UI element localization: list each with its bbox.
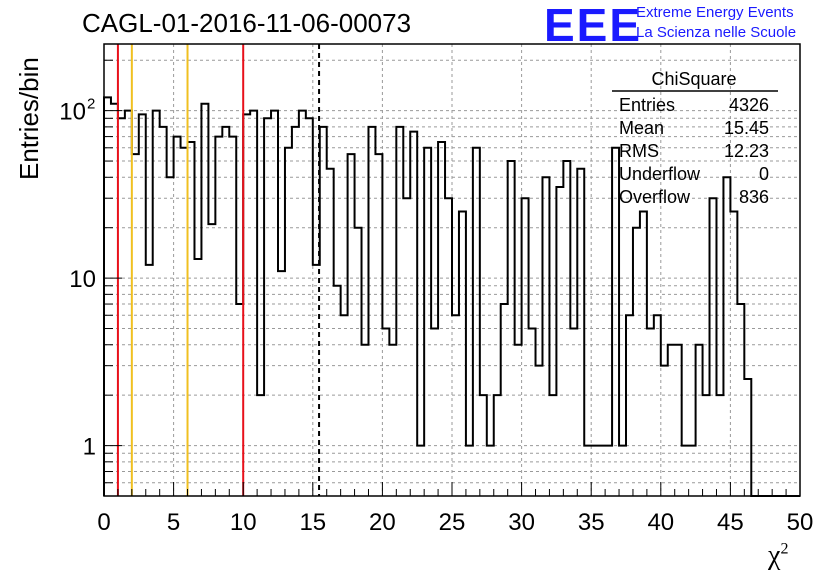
y-tick-label-exponent: 2 bbox=[87, 96, 95, 113]
x-tick-label: 50 bbox=[787, 509, 814, 536]
y-tick-label: 10 bbox=[59, 99, 86, 126]
logo-line-2: La Scienza nelle Scuole bbox=[636, 24, 797, 41]
x-tick-label: 30 bbox=[508, 509, 535, 536]
stats-row-label: Entries bbox=[619, 95, 675, 115]
x-tick-label: 10 bbox=[230, 509, 257, 536]
stats-row-value: 12.23 bbox=[724, 141, 769, 161]
y-axis-label: Entries/bin bbox=[14, 57, 44, 180]
y-tick-label: 10 bbox=[69, 266, 96, 293]
logo-line-1: Extreme Energy Events bbox=[636, 4, 794, 21]
stats-box-title: ChiSquare bbox=[651, 69, 736, 89]
x-tick-label: 15 bbox=[299, 509, 326, 536]
chart-title: CAGL-01-2016-11-06-00073 bbox=[82, 8, 412, 38]
histogram-bars bbox=[103, 96, 800, 497]
stats-row-label: Mean bbox=[619, 118, 664, 138]
stats-row-label: Overflow bbox=[619, 187, 691, 207]
x-tick-label: 40 bbox=[647, 509, 674, 536]
stats-row-value: 15.45 bbox=[724, 118, 769, 138]
x-tick-label: 0 bbox=[97, 509, 110, 536]
stats-row-value: 836 bbox=[739, 187, 769, 207]
x-tick-label: 25 bbox=[439, 509, 466, 536]
x-tick-label: 5 bbox=[167, 509, 180, 536]
stats-row-label: RMS bbox=[619, 141, 659, 161]
x-tick-label: 45 bbox=[717, 509, 744, 536]
x-axis-label: χ2 bbox=[768, 540, 789, 571]
x-tick-label: 35 bbox=[578, 509, 605, 536]
y-tick-label: 1 bbox=[83, 434, 96, 461]
x-tick-label: 20 bbox=[369, 509, 396, 536]
eee-logo: EEE bbox=[544, 0, 643, 51]
stats-row-label: Underflow bbox=[619, 164, 701, 184]
stats-row-value: 4326 bbox=[729, 95, 769, 115]
stats-row-value: 0 bbox=[759, 164, 769, 184]
